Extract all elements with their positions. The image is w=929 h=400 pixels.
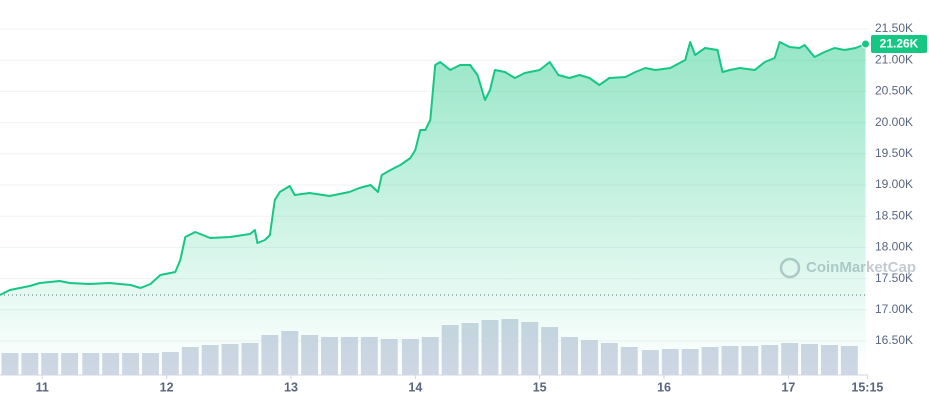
price-area [0,42,866,375]
y-tick-label: 21.00K [875,52,913,66]
x-tick-label: 16 [657,380,671,394]
axes: 21.50K 21.00K 20.50K 20.00K 19.50K 19.00K 18.5… [0,21,927,394]
y-tick-label: 20.50K [875,84,913,98]
x-tick-label: 11 [36,380,49,394]
y-tick-label: 20.00K [875,115,913,129]
x-tick-label: 13 [284,380,298,394]
y-tick-label: 19.50K [875,146,913,160]
x-tick-label: 12 [160,380,174,394]
x-tick-label: 15:15 [851,380,883,394]
x-tick-label: 15 [533,380,547,394]
y-tick-label: 17.00K [875,302,913,316]
y-tick-label: 18.50K [875,208,913,222]
last-point [861,39,871,49]
price-tag [871,34,927,53]
x-tick-label: 14 [408,380,422,394]
y-tick-label: 18.00K [875,240,913,254]
y-tick-label: 16.50K [875,333,913,347]
y-tick-label: 21.50K [875,21,913,35]
y-tick-label: 19.00K [875,177,913,191]
x-tick-label: 17 [781,380,795,394]
price-line [0,41,866,296]
price-tag-label: 21.26K [880,37,919,51]
plot [0,39,871,375]
y-tick-label: 17.50K [875,271,913,285]
